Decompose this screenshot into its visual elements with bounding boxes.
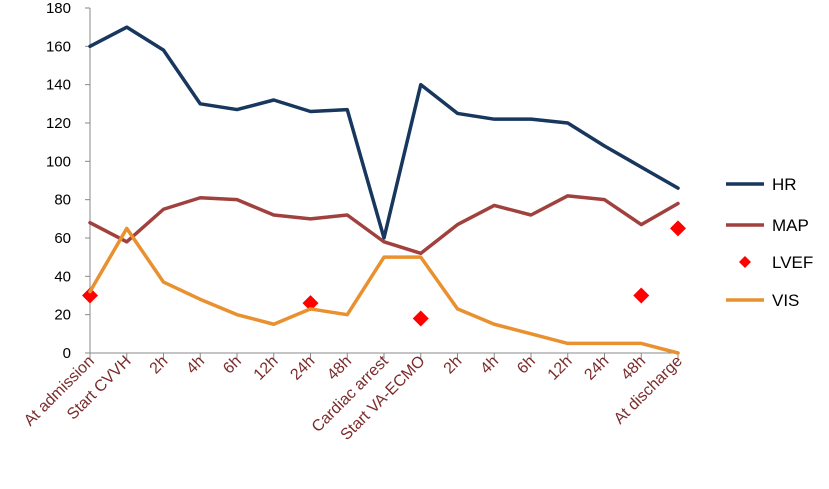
x-tick-label: 12h	[251, 353, 282, 384]
x-tick-label: 48h	[618, 353, 649, 384]
y-tick-label: 0	[63, 345, 71, 362]
y-tick-label: 120	[46, 115, 71, 132]
x-tick-label: 6h	[220, 353, 245, 378]
x-tick-label: 2h	[441, 353, 466, 378]
y-tick-label: 40	[54, 268, 71, 285]
series-line-map	[88, 194, 680, 256]
y-axis: 0 20 40 60 80 100 120 140 160 180	[46, 0, 91, 362]
legend: HR MAP LVEF VIS	[726, 175, 813, 310]
plot-area	[82, 25, 686, 355]
x-tick-label: At discharge	[611, 353, 686, 428]
x-tick-label: 24h	[287, 353, 318, 384]
y-tick-label: 80	[54, 192, 71, 209]
x-tick-label: 4h	[183, 353, 208, 378]
x-tick-label: 2h	[147, 353, 172, 378]
legend-label-map: MAP	[772, 216, 809, 235]
y-tick-label: 140	[46, 77, 71, 94]
x-tick-label: 6h	[514, 353, 539, 378]
y-tick-label: 20	[54, 307, 71, 324]
data-point-lvef	[633, 287, 650, 304]
y-tick-label: 60	[54, 230, 71, 247]
series-line-vis	[88, 226, 680, 355]
legend-label-vis: VIS	[772, 291, 799, 310]
legend-swatch-lvef	[739, 256, 751, 268]
x-tick-label: 24h	[581, 353, 612, 384]
y-tick-label: 100	[46, 153, 71, 170]
series-line-hr	[88, 25, 680, 240]
data-point-lvef	[82, 287, 98, 304]
data-point-lvef	[412, 310, 429, 327]
x-tick-label: 4h	[477, 353, 502, 378]
legend-label-hr: HR	[772, 175, 797, 194]
x-tick-label: 12h	[545, 353, 576, 384]
x-tick-label: 48h	[324, 353, 355, 384]
legend-label-lvef: LVEF	[772, 253, 813, 272]
data-point-lvef	[302, 295, 319, 312]
y-tick-label: 160	[46, 38, 71, 55]
y-tick-label: 180	[46, 0, 71, 17]
data-point-lvef	[670, 220, 686, 237]
